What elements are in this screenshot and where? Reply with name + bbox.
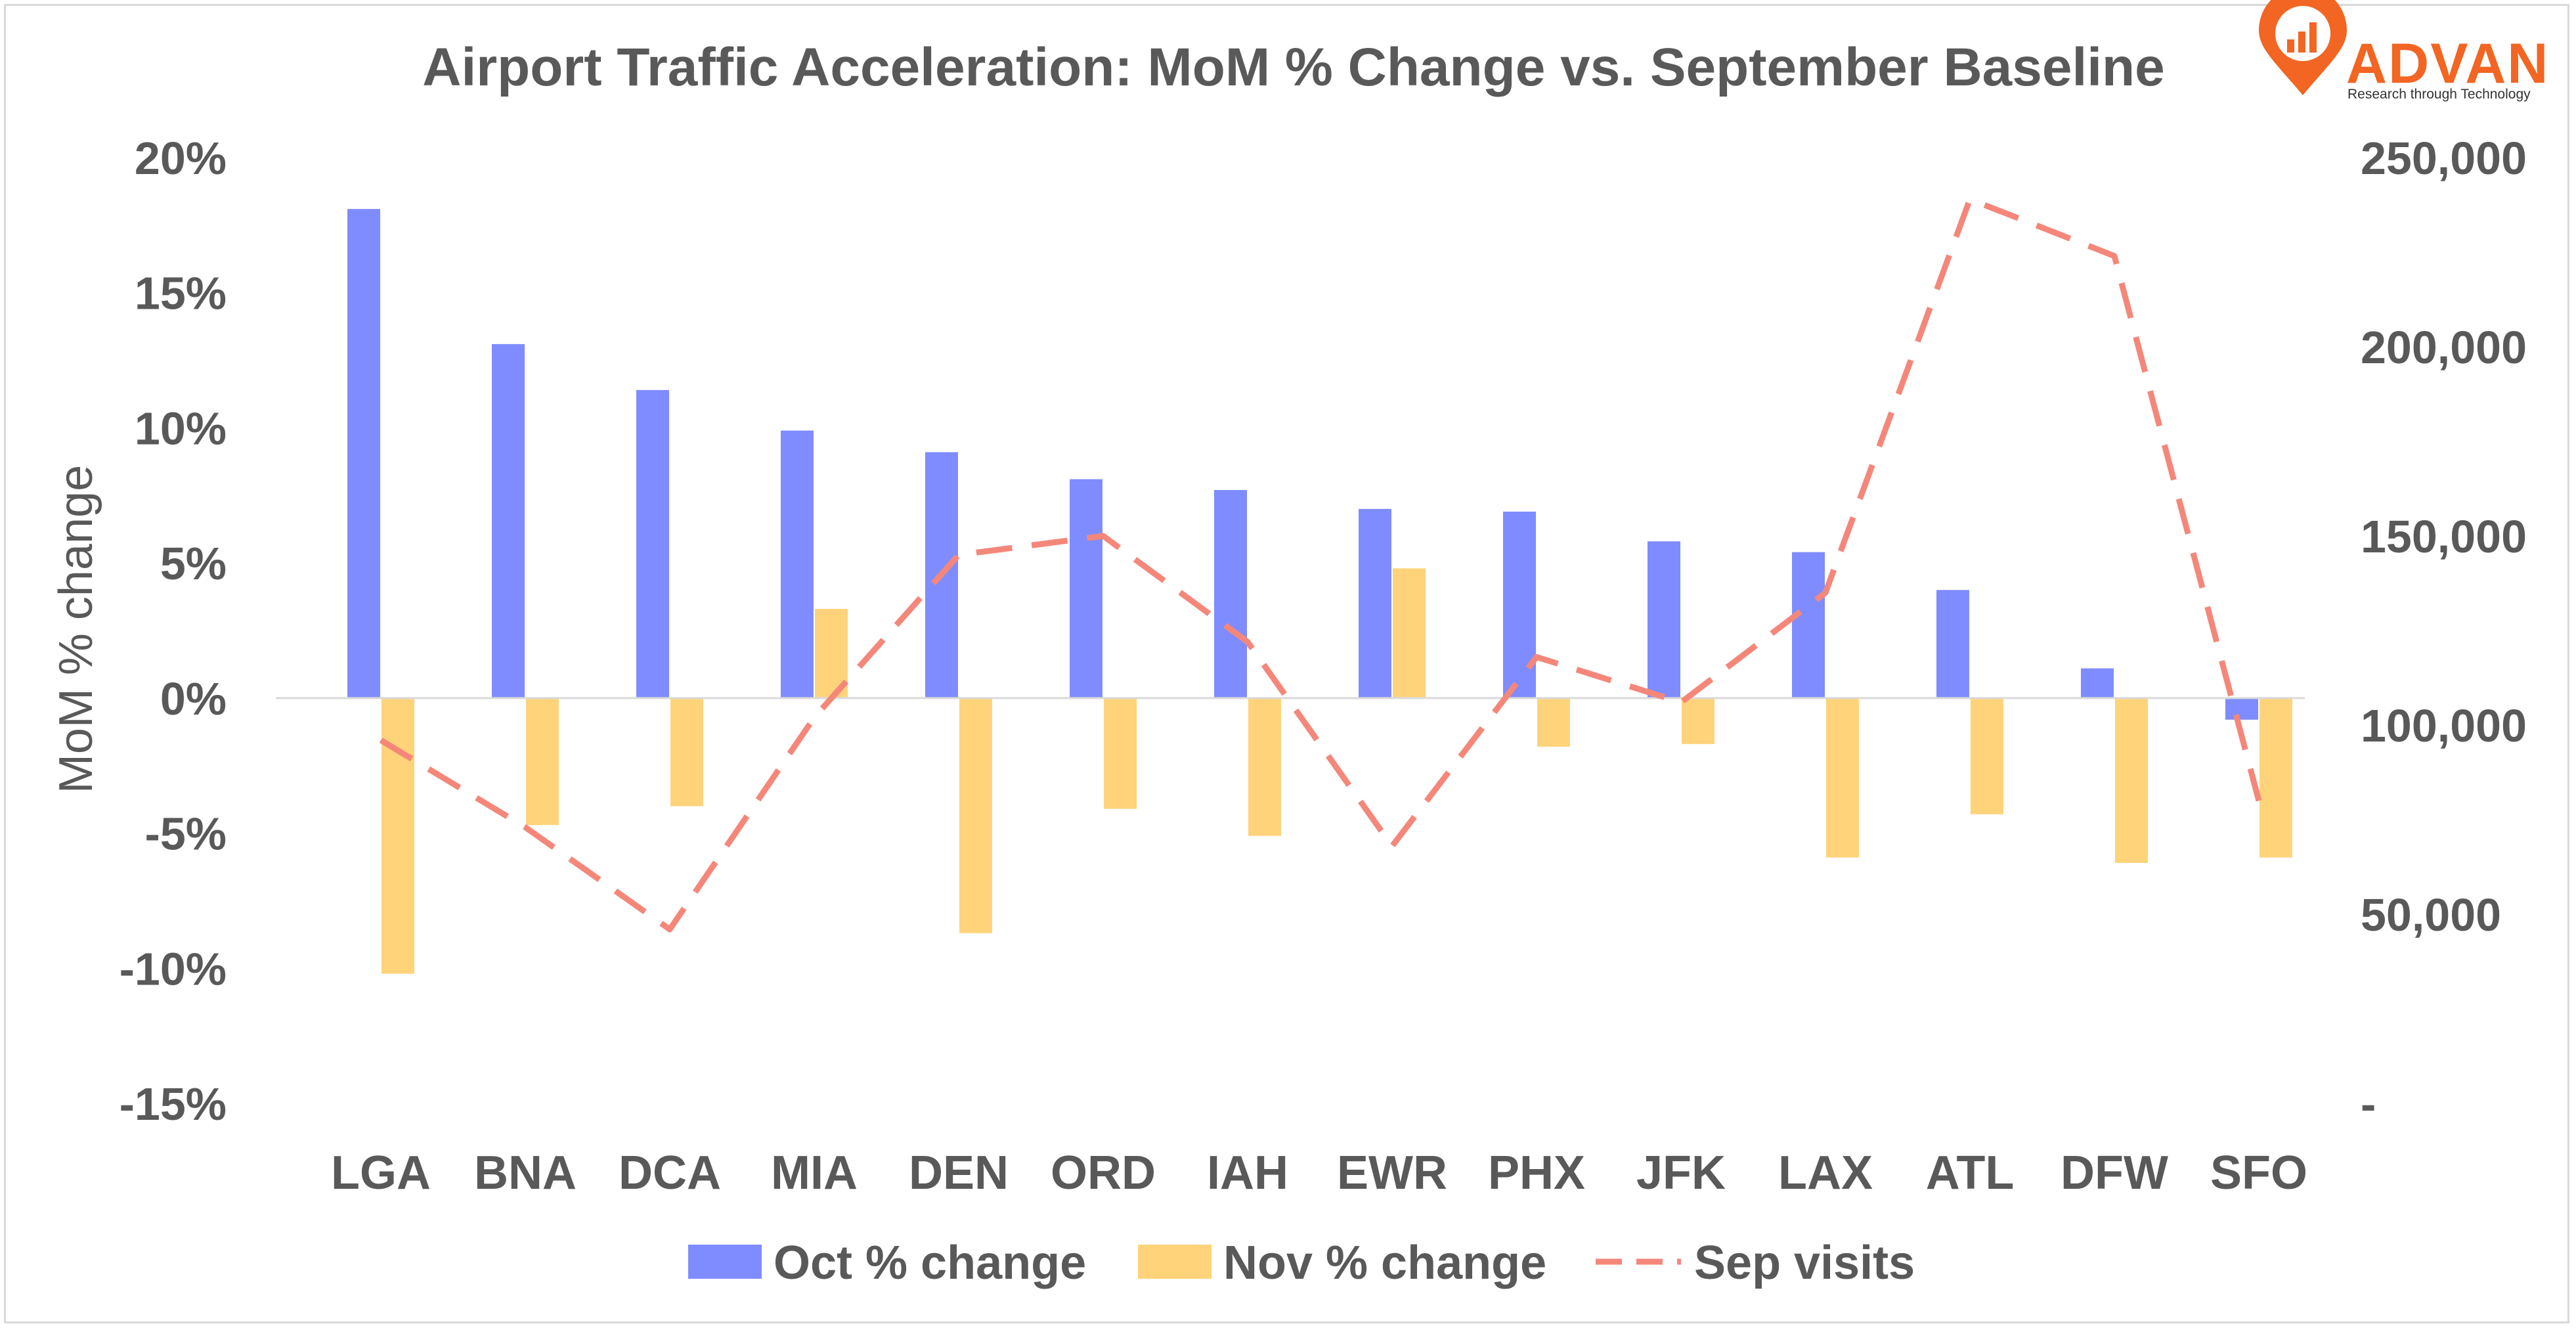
chart-frame xyxy=(4,4,2569,1323)
logo-wordmark: ADVAN xyxy=(2346,32,2549,95)
category-label: DFW xyxy=(2061,1147,2168,1199)
advan-logo: ADVAN Research through Technology xyxy=(2259,0,2549,102)
bar-nov-lga xyxy=(382,698,414,974)
left-tick-label: 10% xyxy=(135,403,227,454)
bar-oct-dca xyxy=(636,389,669,698)
left-axis-ticks: 20% 15% 10% 5% 0% -5% -10% -15% xyxy=(120,133,227,1130)
bar-nov-ord xyxy=(1104,698,1137,809)
bar-nov-iah xyxy=(1248,698,1281,836)
bar-nov-jfk xyxy=(1682,698,1714,744)
bar-oct-jfk xyxy=(1648,541,1680,698)
bar-nov-dfw xyxy=(2115,698,2148,863)
left-tick-label: 20% xyxy=(135,133,227,184)
left-tick-label: 15% xyxy=(135,268,227,319)
legend-swatch-0 xyxy=(688,1245,762,1279)
category-label: ATL xyxy=(1926,1147,2015,1199)
legend-label: Sep visits xyxy=(1694,1237,1915,1289)
bar-oct-phx xyxy=(1503,511,1536,698)
category-labels: LGA BNA DCA MIA DEN ORD IAH EWR PHX JFK LAX ATL DFW S… xyxy=(331,1147,2307,1199)
line-series xyxy=(379,196,2262,933)
bar-nov-den xyxy=(959,698,992,933)
right-tick-label: - xyxy=(2361,1078,2376,1130)
bar-nov-bna xyxy=(526,698,559,826)
legend-label: Oct % change xyxy=(774,1237,1086,1289)
bar-nov-atl xyxy=(1971,698,2003,814)
category-label: BNA xyxy=(474,1147,577,1199)
bar-oct-bna xyxy=(492,344,525,698)
chart-legend: Oct % change Nov % change Sep visits xyxy=(688,1237,1915,1289)
bar-nov-dca xyxy=(670,698,703,807)
sep-visits-line xyxy=(379,196,2262,933)
right-tick-label: 250,000 xyxy=(2361,133,2527,184)
left-tick-label: 5% xyxy=(160,538,227,589)
logo-tagline: Research through Technology xyxy=(2347,87,2531,102)
bar-oct-ewr xyxy=(1359,508,1391,698)
left-tick-label: -15% xyxy=(120,1078,227,1130)
bar-oct-sfo xyxy=(2225,698,2258,720)
legend-swatch-1 xyxy=(1138,1245,1212,1279)
bar-oct-lga xyxy=(347,209,380,698)
bar-oct-atl xyxy=(1936,590,1969,698)
chart-title: Airport Traffic Acceleration: MoM % Chan… xyxy=(422,37,2165,97)
right-tick-label: 200,000 xyxy=(2361,322,2527,373)
category-label: EWR xyxy=(1337,1147,1447,1199)
category-label: SFO xyxy=(2210,1147,2307,1199)
right-tick-label: 100,000 xyxy=(2361,700,2527,751)
category-label: DEN xyxy=(909,1147,1009,1199)
category-label: ORD xyxy=(1051,1147,1156,1199)
right-tick-label: 150,000 xyxy=(2361,511,2527,562)
left-tick-label: 0% xyxy=(160,673,227,724)
category-label: JFK xyxy=(1636,1147,1726,1199)
category-label: PHX xyxy=(1488,1147,1585,1199)
right-tick-label: 50,000 xyxy=(2361,889,2501,941)
right-axis-ticks: 250,000 200,000 150,000 100,000 50,000 - xyxy=(2361,133,2527,1130)
category-label: IAH xyxy=(1207,1147,1288,1199)
bar-oct-dfw xyxy=(2081,668,2114,698)
category-label: LGA xyxy=(331,1147,431,1199)
bar-oct-iah xyxy=(1214,490,1247,698)
bar-nov-sfo xyxy=(2259,698,2292,858)
category-label: MIA xyxy=(771,1147,858,1199)
left-tick-label: -10% xyxy=(120,943,227,994)
left-tick-label: -5% xyxy=(145,809,227,860)
left-axis-title: MoM % change xyxy=(50,465,102,793)
bar-series xyxy=(347,209,2292,974)
map-pin-icon xyxy=(2259,0,2347,95)
category-label: LAX xyxy=(1778,1147,1873,1199)
legend-label: Nov % change xyxy=(1223,1237,1546,1289)
bar-nov-lax xyxy=(1826,698,1859,858)
bar-oct-mia xyxy=(781,430,814,698)
category-label: DCA xyxy=(619,1147,721,1199)
bar-nov-ewr xyxy=(1393,568,1426,698)
bar-oct-ord xyxy=(1070,479,1102,698)
bar-nov-phx xyxy=(1537,698,1570,747)
bar-oct-lax xyxy=(1792,552,1825,698)
